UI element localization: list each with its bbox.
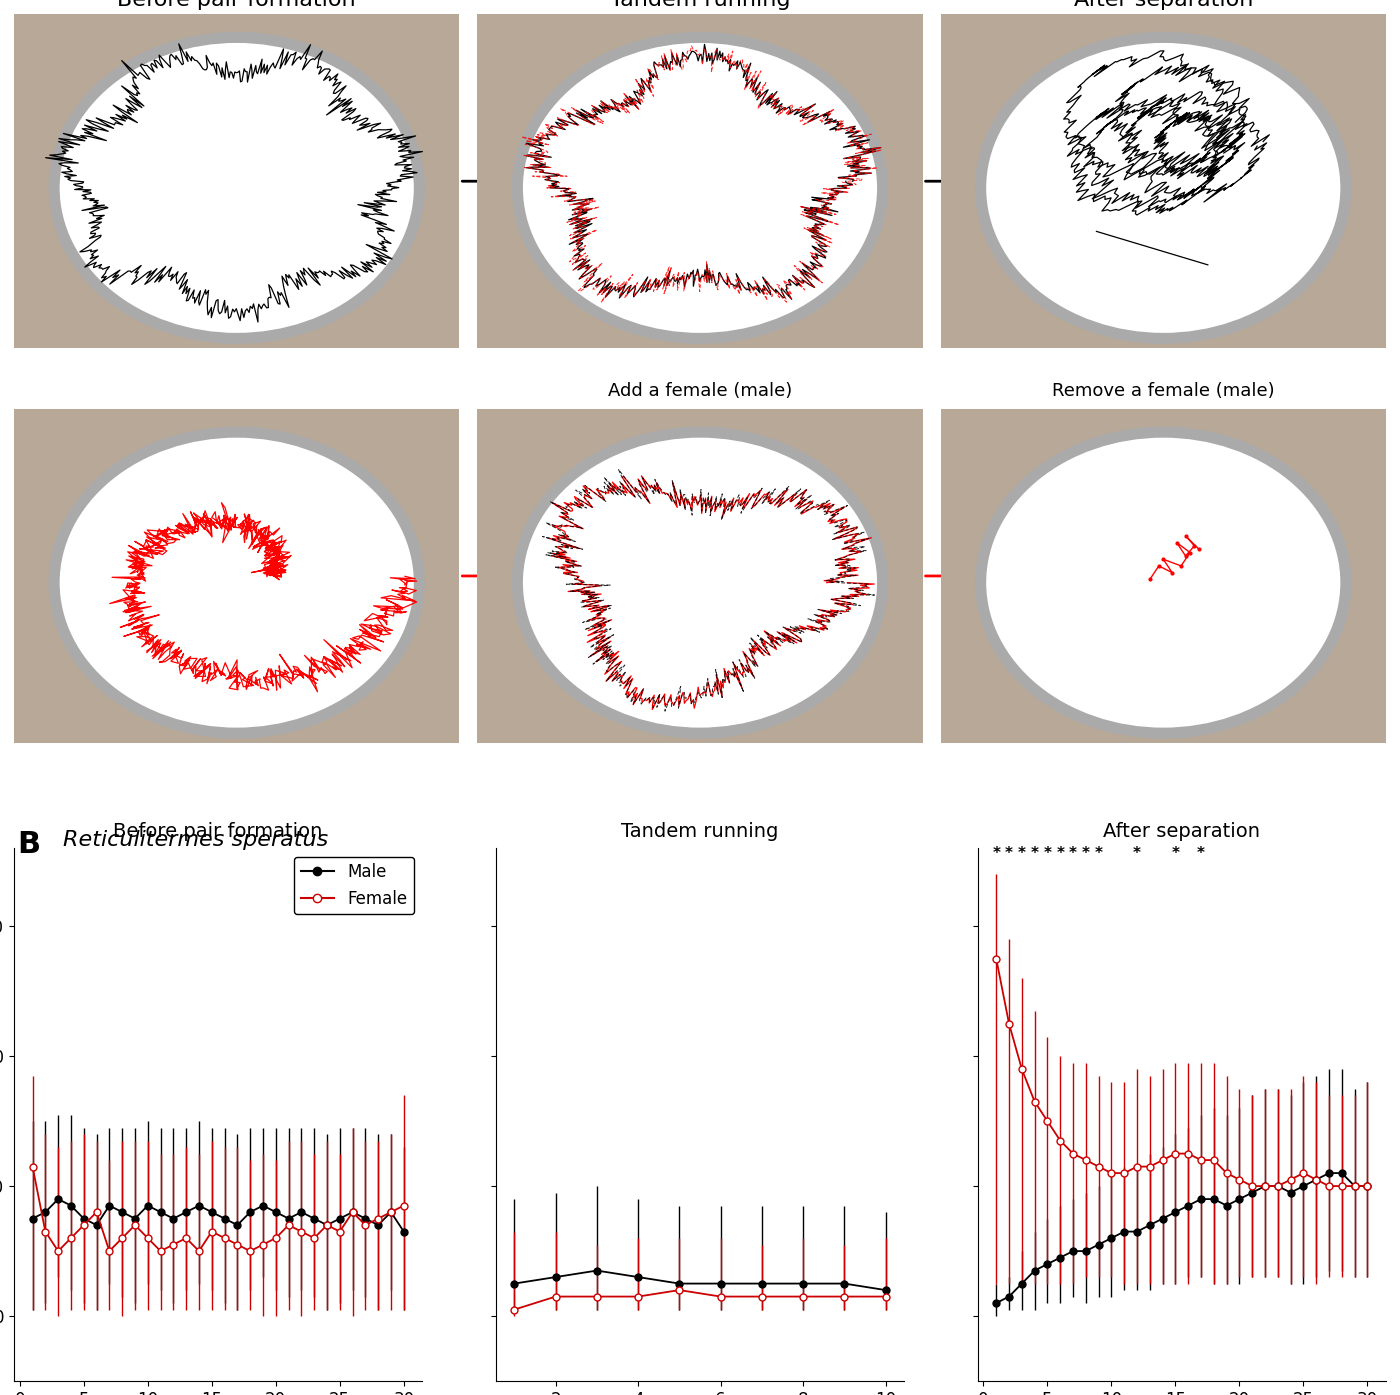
Text: *: * [1172, 847, 1179, 861]
Text: *: * [1082, 847, 1089, 861]
Title: Before pair formation: Before pair formation [118, 0, 356, 10]
Title: After separation: After separation [1074, 0, 1253, 10]
Legend: Male, Female: Male, Female [294, 857, 414, 914]
Text: *: * [1056, 847, 1064, 861]
Text: *: * [1133, 847, 1141, 861]
Text: *: * [1095, 847, 1103, 861]
Text: *: * [1030, 847, 1039, 861]
Ellipse shape [55, 432, 420, 734]
Ellipse shape [980, 432, 1345, 734]
Title: Tandem running: Tandem running [610, 0, 790, 10]
Ellipse shape [55, 38, 420, 339]
Text: B: B [17, 830, 41, 859]
Text: Add a female (male): Add a female (male) [608, 382, 792, 400]
Text: *: * [1197, 847, 1205, 861]
Text: *: * [1005, 847, 1014, 861]
Text: Remove a female (male): Remove a female (male) [1051, 382, 1274, 400]
Text: *: * [1018, 847, 1026, 861]
Text: Reticulitermes speratus: Reticulitermes speratus [63, 830, 328, 850]
Text: *: * [993, 847, 1000, 861]
Text: *: * [1070, 847, 1077, 861]
Title: After separation: After separation [1103, 822, 1260, 841]
Title: Tandem running: Tandem running [622, 822, 778, 841]
Ellipse shape [518, 432, 882, 734]
Ellipse shape [518, 38, 882, 339]
Title: Before pair formation: Before pair formation [113, 822, 323, 841]
Text: *: * [1043, 847, 1051, 861]
Ellipse shape [980, 38, 1345, 339]
